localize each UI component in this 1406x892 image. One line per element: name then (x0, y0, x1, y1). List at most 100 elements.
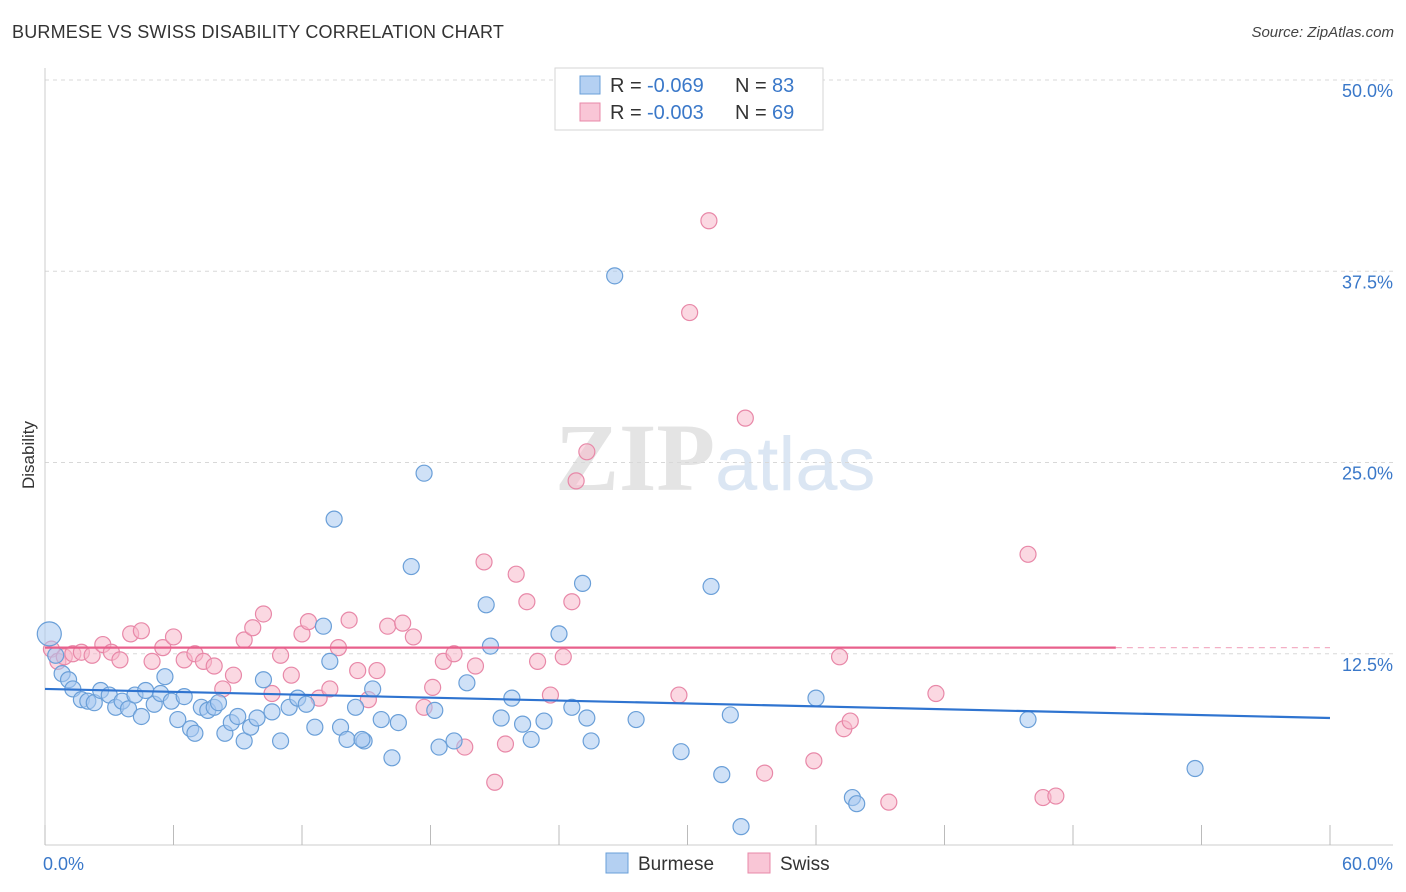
swiss-point-58 (736, 409, 754, 427)
burmese-point-54 (415, 464, 433, 482)
swiss-point-52 (563, 593, 581, 611)
top-legend: R = -0.069 N = 83 R = -0.003 N = 69 (554, 67, 824, 131)
bottom-legend-label-burmese: Burmese (638, 854, 714, 875)
swiss-point-24 (271, 646, 290, 664)
legend-n-label-swiss: N = (735, 102, 767, 124)
swiss-point-64 (880, 793, 898, 811)
burmese-point-73 (713, 766, 731, 784)
burmese-point-18 (156, 668, 174, 686)
burmese-point-70 (606, 267, 624, 285)
burmese-point-44 (338, 730, 356, 749)
burmese-point-20 (169, 710, 187, 729)
legend-r-label-burmese: R = (610, 75, 642, 97)
burmese-point-49 (383, 749, 401, 767)
swiss-point-39 (424, 678, 442, 697)
burmese-point-62 (513, 715, 532, 733)
y-tick-labels: 12.5% 25.0% 37.5% 50.0% (1342, 81, 1393, 675)
swiss-point-11 (143, 652, 161, 671)
burmese-point-59 (481, 637, 500, 655)
grid-lines (45, 79, 1393, 655)
swiss-point-46 (496, 735, 515, 753)
burmese-point-36 (271, 732, 290, 750)
watermark-zip: ZIP (555, 404, 715, 511)
y-tick-label-2: 37.5% (1342, 272, 1393, 292)
swiss-point-60 (805, 752, 823, 770)
swiss-points (42, 212, 1065, 811)
swiss-point-63 (841, 712, 859, 730)
burmese-point-60 (492, 709, 510, 727)
swiss-point-50 (541, 686, 560, 704)
y-tick-label-0: 12.5% (1342, 655, 1393, 675)
x-tick-label-0: 0.0% (43, 854, 84, 874)
swiss-point-61 (830, 648, 849, 666)
legend-r-label-swiss: R = (610, 102, 642, 124)
burmese-point-0 (36, 621, 62, 647)
y-axis-label: Disability (19, 420, 38, 489)
swiss-point-59 (755, 764, 774, 782)
bottom-legend-swatch-burmese (605, 852, 629, 874)
burmese-point-67 (573, 574, 592, 592)
y-tick-label-3: 50.0% (1342, 81, 1393, 101)
swiss-point-22 (254, 605, 273, 623)
swiss-point-53 (578, 443, 596, 461)
burmese-point-56 (445, 732, 463, 750)
swiss-point-57 (700, 212, 718, 230)
swiss-point-49 (528, 652, 547, 671)
burmese-point-82 (426, 701, 444, 719)
burmese-point-79 (721, 706, 739, 724)
burmese-point-58 (477, 596, 495, 614)
burmese-point-72 (702, 577, 720, 596)
burmese-point-64 (535, 712, 553, 730)
watermark-atlas: atlas (715, 422, 876, 507)
burmese-point-45 (346, 698, 365, 716)
burmese-point-76 (848, 795, 866, 813)
swiss-point-32 (349, 661, 367, 680)
swiss-point-68 (1047, 787, 1065, 805)
bottom-legend-swatch-swiss (747, 852, 771, 874)
swiss-point-13 (164, 628, 183, 646)
burmese-point-69 (582, 732, 600, 750)
burmese-point-66 (563, 698, 581, 716)
x-tick-label-1: 60.0% (1342, 854, 1393, 874)
swiss-point-54 (567, 472, 585, 490)
burmese-point-77 (1019, 710, 1037, 729)
legend-swatch-swiss (579, 102, 601, 122)
burmese-point-53 (402, 557, 420, 576)
burmese-point-55 (430, 738, 448, 756)
burmese-point-50 (389, 713, 407, 732)
burmese-trend-line (44, 687, 1331, 720)
burmese-point-35 (263, 703, 281, 721)
swiss-point-56 (681, 303, 699, 322)
burmese-point-33 (248, 709, 266, 727)
swiss-point-17 (205, 657, 223, 675)
swiss-point-65 (927, 684, 945, 703)
swiss-point-37 (404, 628, 422, 646)
burmese-point-48 (372, 710, 390, 729)
legend-r-value-swiss: -0.003 (647, 102, 704, 124)
swiss-point-25 (282, 666, 300, 684)
burmese-point-57 (458, 674, 476, 692)
legend-n-label-burmese: N = (735, 75, 767, 97)
chart-title: BURMESE VS SWISS DISABILITY CORRELATION … (12, 22, 505, 42)
axes (44, 68, 1393, 846)
burmese-point-78 (1186, 759, 1204, 778)
burmese-point-61 (503, 689, 521, 707)
burmese-points (36, 267, 1204, 836)
burmese-point-51 (353, 730, 371, 749)
swiss-point-55 (670, 686, 688, 704)
swiss-point-34 (368, 661, 386, 680)
swiss-point-31 (340, 611, 358, 629)
burmese-point-27 (209, 694, 228, 712)
burmese-point-42 (321, 652, 339, 671)
burmese-point-65 (550, 625, 568, 643)
swiss-point-21 (244, 619, 262, 637)
burmese-point-63 (522, 730, 540, 749)
chart-source: Source: ZipAtlas.com (1251, 24, 1394, 41)
swiss-point-48 (518, 593, 536, 611)
bottom-legend-label-swiss: Swiss (780, 854, 830, 875)
legend-n-value-swiss: 69 (772, 102, 794, 124)
burmese-point-47 (364, 680, 382, 698)
x-tick-labels: 0.0% 60.0% (43, 854, 1393, 874)
burmese-point-39 (297, 695, 315, 713)
